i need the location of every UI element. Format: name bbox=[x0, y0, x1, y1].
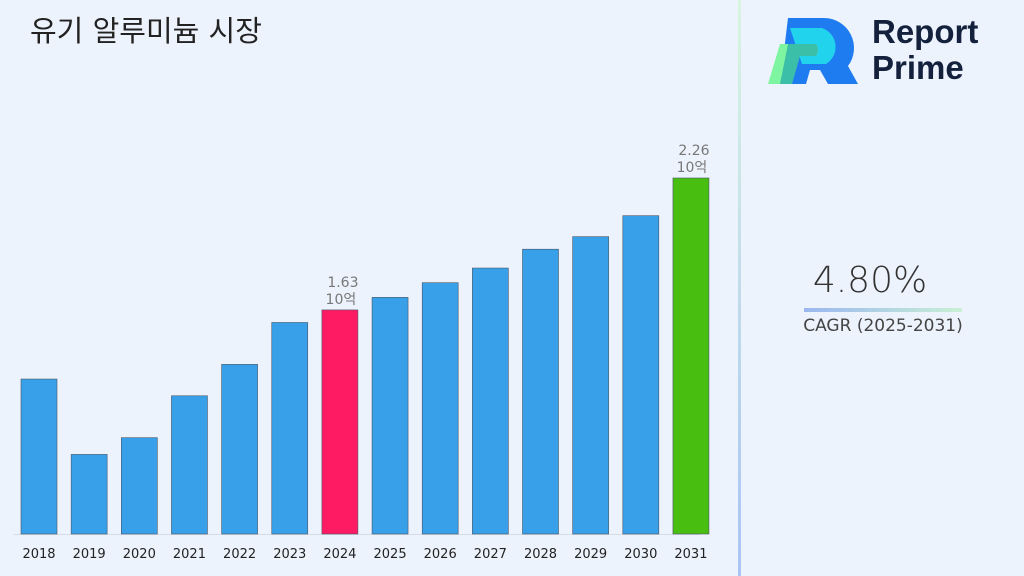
bar-2027 bbox=[472, 267, 509, 535]
logo-line2: Prime bbox=[872, 49, 964, 86]
x-tick-label: 2027 bbox=[474, 547, 507, 562]
bar-2021 bbox=[171, 395, 208, 535]
x-tick-label: 2021 bbox=[173, 547, 206, 562]
bar-2024 bbox=[321, 309, 359, 535]
x-tick-label: 2030 bbox=[624, 547, 657, 562]
data-label-unit: 10억 bbox=[677, 160, 708, 176]
bar-2026 bbox=[421, 282, 459, 535]
bar-2023 bbox=[271, 322, 309, 535]
cagr-underline bbox=[804, 308, 962, 312]
logo-line1: Report bbox=[872, 13, 979, 50]
bar-2018 bbox=[20, 378, 58, 535]
bar-chart: 2018 2019 2020 2021 2022 2023 2024 2025 2026 2027… bbox=[14, 143, 710, 562]
x-tick-label: 2025 bbox=[374, 547, 407, 562]
bar-2022 bbox=[221, 364, 258, 535]
bar-2030 bbox=[622, 215, 660, 535]
logo-text: Report Prime bbox=[872, 14, 978, 86]
data-label-value: 1.63 bbox=[327, 275, 358, 291]
report-prime-logo bbox=[768, 18, 858, 84]
bar-2025 bbox=[371, 297, 409, 535]
data-label-value: 2.26 bbox=[678, 143, 709, 159]
x-tick-label: 2031 bbox=[674, 547, 707, 562]
x-tick-label: 2029 bbox=[574, 547, 607, 562]
data-label-unit: 10억 bbox=[326, 292, 357, 308]
bar-2029 bbox=[572, 236, 609, 535]
divider bbox=[738, 0, 741, 576]
x-tick-label: 2023 bbox=[273, 547, 306, 562]
bar-2028 bbox=[522, 248, 559, 535]
chart-title: 유기 알루미늄 시장 bbox=[30, 14, 262, 48]
x-tick-label: 2020 bbox=[123, 547, 156, 562]
x-tick-label: 2022 bbox=[223, 547, 256, 562]
bar-2031 bbox=[672, 177, 710, 535]
bar-2019 bbox=[70, 454, 108, 535]
x-tick-label: 2028 bbox=[524, 547, 557, 562]
x-tick-label: 2024 bbox=[323, 547, 356, 562]
x-tick-label: 2026 bbox=[424, 547, 457, 562]
bar-2020 bbox=[121, 437, 158, 535]
x-tick-label: 2018 bbox=[22, 547, 55, 562]
cagr-label: CAGR (2025-2031) bbox=[803, 316, 963, 336]
x-tick-label: 2019 bbox=[73, 547, 106, 562]
cagr-value: 4.80% bbox=[812, 260, 928, 301]
